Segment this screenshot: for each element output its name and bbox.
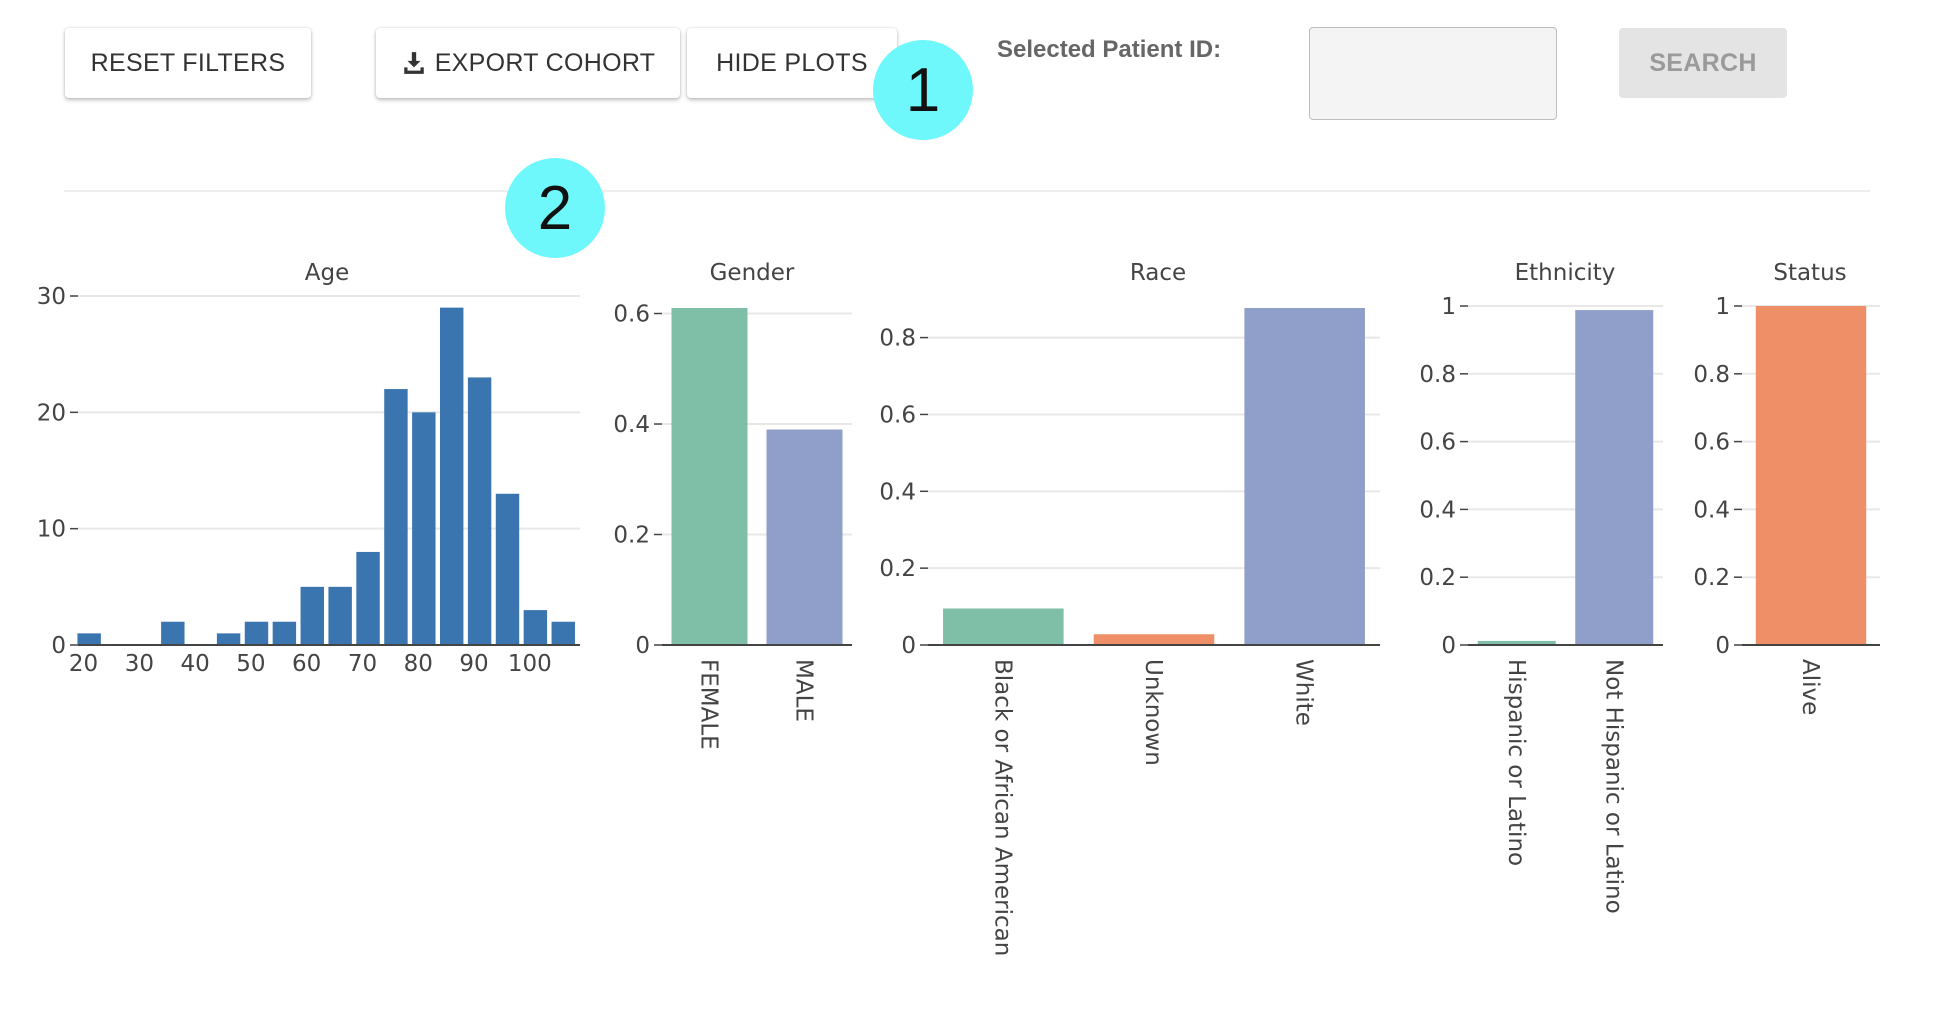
section-divider bbox=[64, 190, 1870, 192]
gender-y-tick-label: 0 bbox=[635, 633, 650, 659]
age-bar bbox=[244, 621, 269, 645]
age-bar bbox=[467, 377, 492, 645]
reset-filters-label: RESET FILTERS bbox=[90, 48, 286, 77]
status-y-tick-label: 0.4 bbox=[1693, 497, 1730, 523]
age-x-tick-label: 100 bbox=[508, 651, 552, 677]
reset-filters-button[interactable]: RESET FILTERS bbox=[65, 28, 311, 98]
status-x-tick-label: Alive bbox=[1797, 659, 1823, 715]
ethnicity-x-tick-label: Hispanic or Latino bbox=[1503, 659, 1529, 866]
ethnicity-y-tick-label: 0.6 bbox=[1419, 430, 1456, 456]
age-y-tick-label: 20 bbox=[37, 400, 66, 426]
age-bar bbox=[551, 621, 575, 645]
status-chart-title: Status bbox=[1773, 260, 1846, 286]
age-y-tick-label: 10 bbox=[37, 517, 66, 543]
status-y-tick-label: 0.6 bbox=[1693, 430, 1730, 456]
race-y-tick-label: 0.4 bbox=[879, 479, 916, 505]
patient-id-input[interactable] bbox=[1309, 27, 1557, 120]
age-bar bbox=[300, 586, 324, 645]
annotation-badge-2: 2 bbox=[505, 158, 605, 258]
ethnicity-y-tick-label: 0 bbox=[1441, 633, 1456, 659]
race-bar bbox=[1244, 308, 1365, 645]
ethnicity-y-tick-label: 1 bbox=[1441, 294, 1456, 320]
race-y-tick-label: 0.2 bbox=[879, 556, 916, 582]
race-chart-title: Race bbox=[1130, 260, 1186, 286]
hide-plots-label: HIDE PLOTS bbox=[716, 48, 868, 77]
hide-plots-button[interactable]: HIDE PLOTS bbox=[687, 28, 897, 98]
status-y-tick-label: 0.2 bbox=[1693, 565, 1730, 591]
age-x-tick-label: 30 bbox=[125, 651, 154, 677]
selected-patient-id-label: Selected Patient ID: bbox=[997, 36, 1222, 63]
age-bar bbox=[439, 307, 464, 645]
status-y-tick-label: 1 bbox=[1715, 294, 1730, 320]
age-bar bbox=[495, 493, 520, 645]
race-x-tick-label: White bbox=[1291, 659, 1317, 726]
ethnicity-y-tick-label: 0.8 bbox=[1419, 362, 1456, 388]
age-bar bbox=[216, 633, 241, 645]
age-bar bbox=[328, 586, 352, 645]
age-x-tick-label: 40 bbox=[180, 651, 209, 677]
status-bar bbox=[1755, 306, 1867, 645]
gender-bar bbox=[671, 308, 748, 645]
ethnicity-bar bbox=[1477, 640, 1556, 645]
age-x-tick-label: 80 bbox=[404, 651, 433, 677]
age-bar bbox=[412, 412, 436, 645]
gender-y-tick-label: 0.2 bbox=[613, 523, 650, 549]
race-y-tick-label: 0.6 bbox=[879, 402, 916, 428]
race-y-tick-label: 0.8 bbox=[879, 326, 916, 352]
race-bar bbox=[943, 608, 1064, 645]
age-y-tick-label: 30 bbox=[37, 284, 66, 310]
status-y-tick-label: 0 bbox=[1715, 633, 1730, 659]
gender-y-tick-label: 0.4 bbox=[613, 412, 650, 438]
ethnicity-y-tick-label: 0.4 bbox=[1419, 497, 1456, 523]
ethnicity-y-tick-label: 0.2 bbox=[1419, 565, 1456, 591]
age-bar bbox=[384, 389, 408, 645]
export-cohort-label: EXPORT COHORT bbox=[434, 48, 656, 77]
status-y-tick-label: 0.8 bbox=[1693, 362, 1730, 388]
age-x-tick-label: 50 bbox=[236, 651, 265, 677]
age-x-tick-label: 60 bbox=[292, 651, 321, 677]
age-bar bbox=[523, 610, 548, 645]
export-cohort-button[interactable]: EXPORT COHORT bbox=[376, 28, 680, 98]
ethnicity-chart-title: Ethnicity bbox=[1515, 260, 1616, 286]
age-bar bbox=[161, 621, 185, 645]
gender-chart-title: Gender bbox=[710, 260, 795, 286]
age-y-tick-label: 0 bbox=[51, 633, 66, 659]
annotation-badge-1: 1 bbox=[873, 40, 973, 140]
age-bar bbox=[77, 633, 101, 645]
gender-y-tick-label: 0.6 bbox=[613, 302, 650, 328]
age-bar bbox=[356, 551, 380, 645]
gender-x-tick-label: MALE bbox=[791, 659, 817, 722]
race-x-tick-label: Unknown bbox=[1140, 659, 1166, 766]
ethnicity-bar bbox=[1575, 310, 1654, 645]
download-icon bbox=[403, 52, 424, 74]
search-label: SEARCH bbox=[1649, 48, 1757, 77]
gender-bar bbox=[766, 429, 843, 645]
race-bar bbox=[1093, 634, 1215, 645]
age-chart-title: Age bbox=[305, 260, 349, 286]
search-button[interactable]: SEARCH bbox=[1619, 28, 1787, 98]
gender-x-tick-label: FEMALE bbox=[696, 659, 722, 750]
race-y-tick-label: 0 bbox=[901, 633, 916, 659]
race-x-tick-label: Black or African American bbox=[989, 659, 1015, 956]
age-bar bbox=[272, 621, 297, 645]
age-x-tick-label: 70 bbox=[348, 651, 377, 677]
age-x-tick-label: 90 bbox=[459, 651, 488, 677]
ethnicity-x-tick-label: Not Hispanic or Latino bbox=[1600, 659, 1626, 914]
age-x-tick-label: 20 bbox=[69, 651, 98, 677]
